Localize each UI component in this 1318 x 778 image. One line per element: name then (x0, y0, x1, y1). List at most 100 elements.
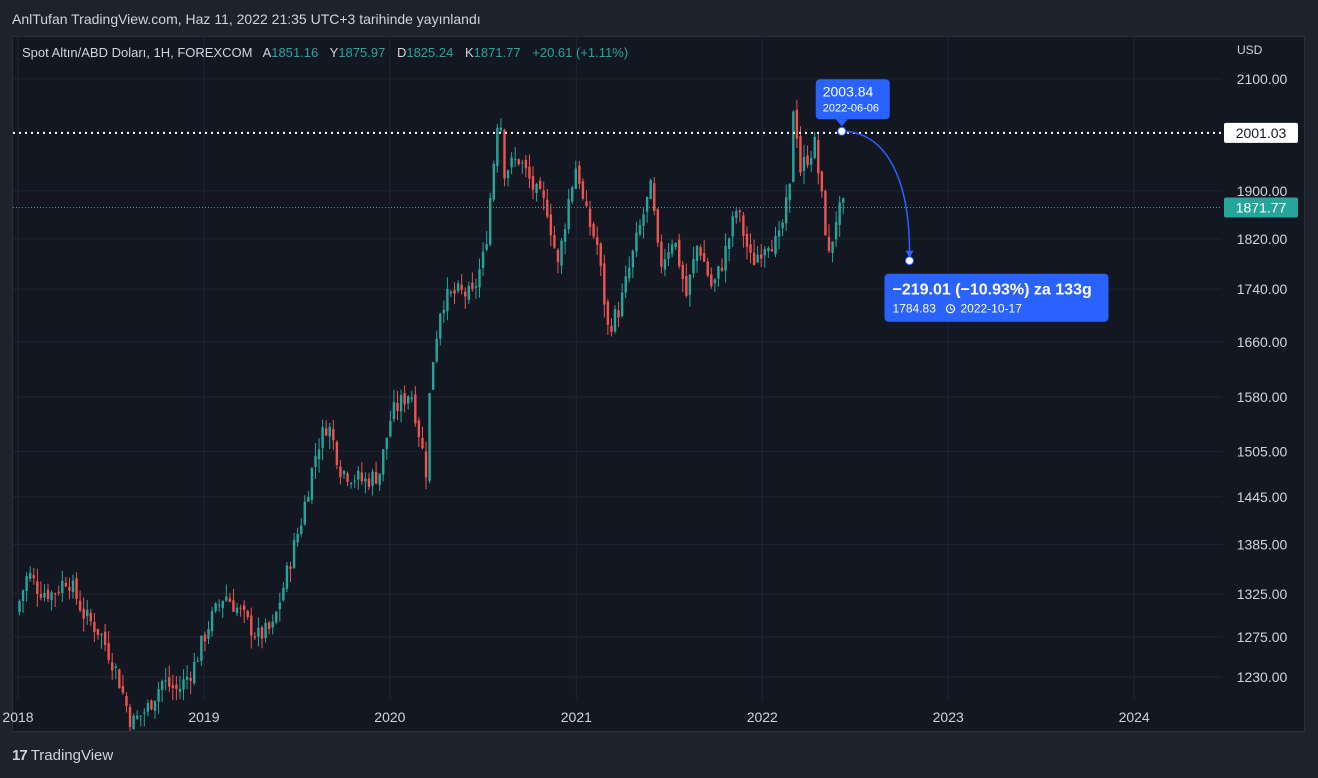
candle-body (382, 449, 385, 475)
candle-body (406, 396, 410, 404)
candle-body (139, 715, 142, 717)
candle-body (150, 700, 153, 710)
candle-body (46, 589, 50, 599)
candle-body (806, 155, 809, 166)
candles (18, 99, 845, 731)
candle-body (663, 259, 667, 270)
candle-body (32, 575, 35, 579)
candle-body (50, 592, 53, 601)
high-label: Y (329, 45, 339, 60)
candle-body (645, 196, 649, 212)
candle-body (756, 254, 759, 263)
candle-body (153, 700, 157, 711)
candle-body (710, 274, 713, 287)
candle-body (638, 225, 642, 235)
candle-body (720, 267, 724, 271)
candle-body (53, 593, 57, 595)
candle-body (321, 427, 324, 448)
currency-label[interactable]: USD (1237, 43, 1263, 57)
candle-body (403, 392, 406, 405)
candle-body (613, 309, 617, 332)
candle-body (474, 286, 478, 288)
candle-body (464, 291, 467, 297)
symbol-name: Spot Altın/ABD Doları, 1H, FOREXCOM (22, 45, 253, 60)
candle-body (296, 534, 299, 543)
candle-body (132, 715, 135, 730)
candle-body (795, 109, 799, 139)
candle-body (396, 402, 399, 411)
tradingview-logo[interactable]: 17 TradingView (12, 747, 113, 764)
candle-body (624, 276, 627, 293)
candle-body (25, 576, 28, 592)
candle-body (481, 251, 485, 268)
candle-body (792, 111, 795, 183)
candle-body (164, 680, 167, 682)
candle-body (314, 455, 317, 468)
candle-body (802, 157, 806, 171)
candle-body (171, 685, 175, 688)
candle-body (428, 393, 431, 481)
candle-body (278, 602, 282, 610)
projection-start-point (837, 126, 847, 136)
candle-body (250, 615, 253, 636)
candle-body (103, 631, 107, 646)
price-tick-label: 1580.00 (1237, 389, 1288, 405)
candle-body (724, 246, 727, 271)
candle-body (75, 578, 78, 599)
candle-body (571, 187, 574, 202)
candle-body (606, 301, 610, 325)
time-tick-label: 2020 (374, 709, 405, 725)
start-callout-box (815, 79, 890, 120)
candle-body (446, 289, 449, 312)
candle-body (489, 197, 492, 245)
candle-body (160, 681, 164, 690)
candle-body (760, 254, 763, 259)
candle-body (275, 611, 278, 623)
horizontal-line-price-label: 2001.03 (1236, 125, 1287, 141)
candle-body (196, 661, 199, 663)
candle-body (232, 600, 235, 612)
candle-body (681, 264, 684, 280)
end-callout-headline: −219.01 (−10.93%) za 133g (892, 282, 1091, 299)
candle-body (767, 248, 770, 252)
candle-body (285, 565, 289, 589)
candle-body (439, 313, 442, 339)
time-tick-label: 2021 (561, 709, 592, 725)
candle-body (774, 235, 777, 255)
candle-body (731, 216, 734, 237)
candle-body (135, 715, 139, 719)
candle-body (528, 166, 531, 179)
candle-body (456, 283, 460, 291)
candle-body (660, 241, 663, 267)
chart-pane[interactable] (12, 36, 1305, 732)
time-axis: 2018 2019 2020 2021 2022 2023 2024 (2, 709, 1150, 725)
candle-body (193, 661, 196, 684)
candle-body (121, 686, 125, 693)
candle-body (763, 249, 766, 256)
close-label: K (464, 45, 474, 60)
candle-body (784, 197, 788, 224)
candle-body (842, 197, 845, 203)
candle-body (521, 162, 524, 164)
candle-body (563, 229, 567, 242)
candle-body (260, 627, 264, 639)
candle-body (257, 627, 260, 637)
close-value: 1871.77 (473, 45, 521, 60)
candle-body (349, 483, 353, 485)
candle-body (831, 241, 834, 254)
candle-body (392, 402, 396, 420)
candle-body (560, 240, 563, 266)
projection-curve (841, 130, 911, 253)
candle-body (824, 190, 827, 236)
candle-body (282, 587, 285, 601)
projection-arrowhead (905, 250, 914, 258)
start-callout-date: 2022-06-06 (823, 102, 879, 114)
candle-body (788, 183, 791, 201)
candle-body (360, 472, 364, 482)
candle-body (542, 190, 545, 198)
candle-body (535, 184, 538, 193)
price-tick-label: 1325.00 (1237, 586, 1288, 602)
candle-body (68, 586, 71, 591)
candle-body (531, 176, 535, 190)
